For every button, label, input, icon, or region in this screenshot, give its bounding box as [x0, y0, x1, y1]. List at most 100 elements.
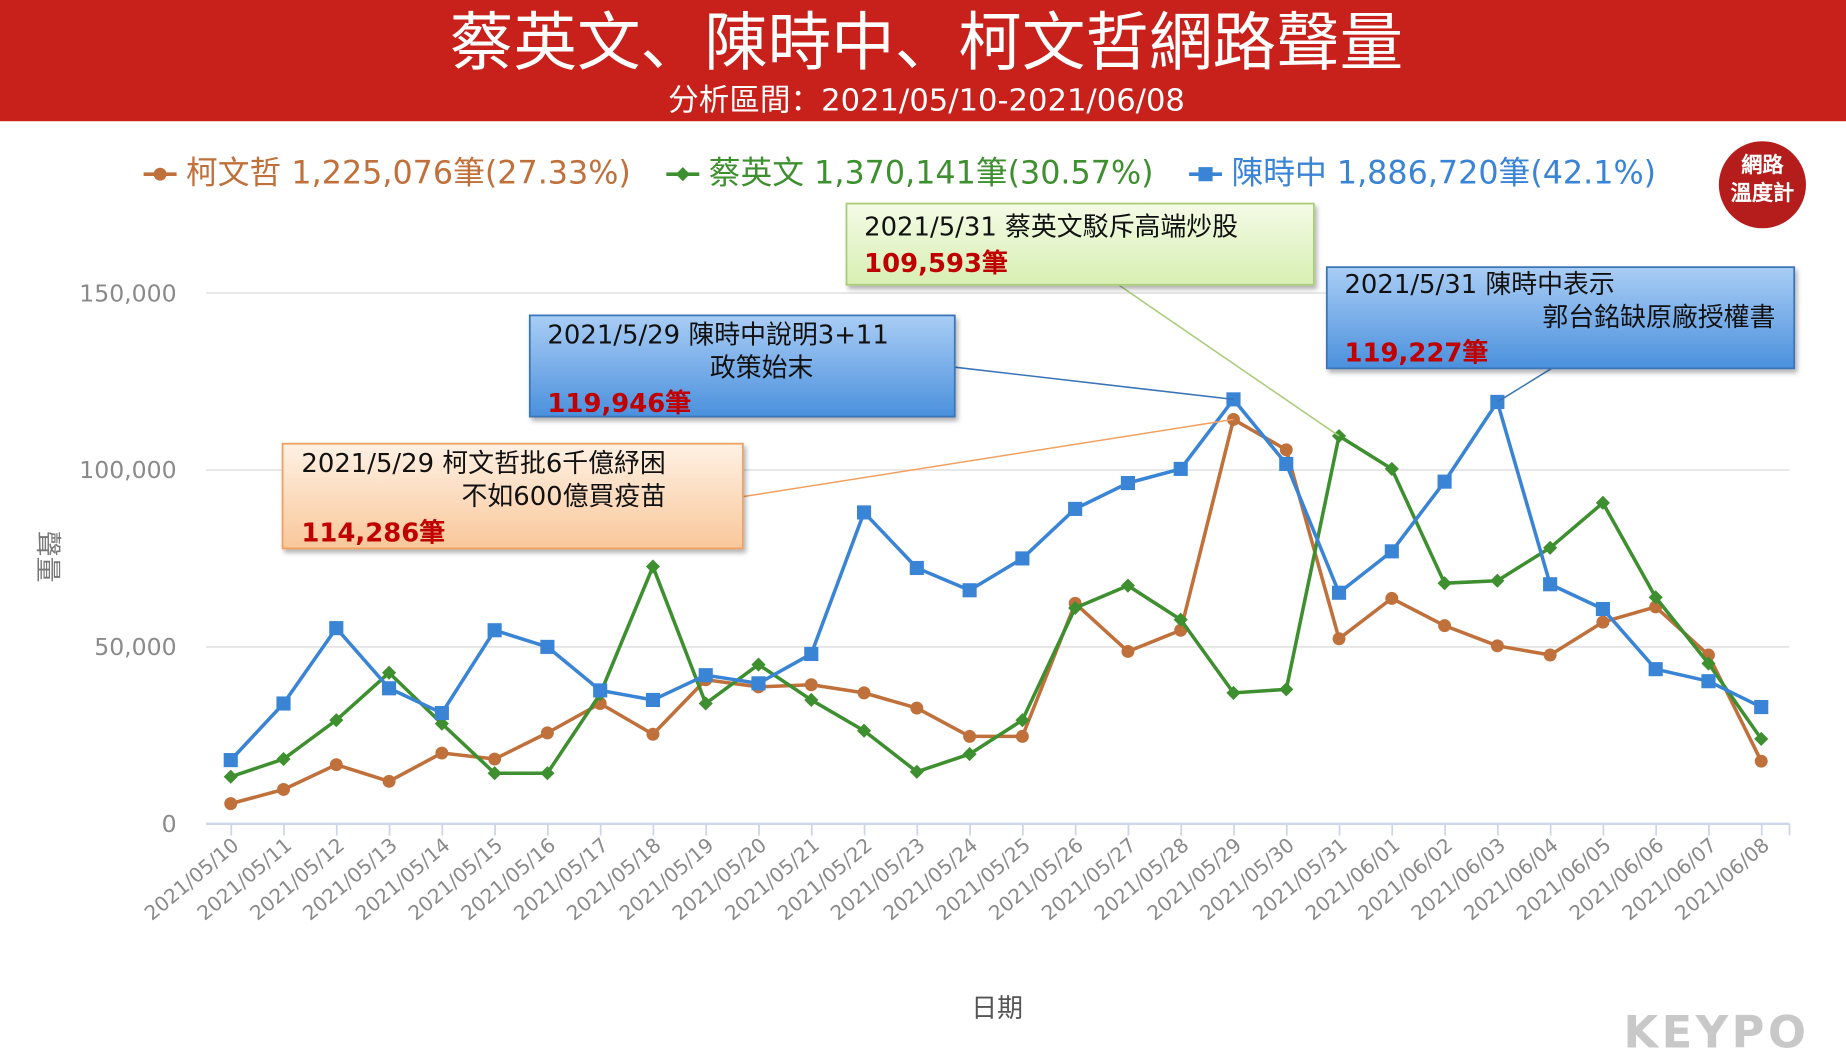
annotation-text: 郭台銘缺原廠授權書 — [1542, 303, 1775, 333]
data-point-chen — [1384, 544, 1399, 559]
annotation-value: 119,227筆 — [1344, 338, 1488, 368]
watermark: KEYPO — [1623, 1005, 1809, 1058]
data-point-chen — [1173, 461, 1188, 476]
legend-item-ko: 柯文哲 1,225,076筆(27.33%) — [143, 156, 631, 192]
data-point-ko — [1121, 645, 1135, 658]
y-tick-label: 150,000 — [79, 279, 176, 307]
data-point-chen — [1543, 577, 1558, 592]
svg-text:溫度計: 溫度計 — [1731, 180, 1795, 205]
annotation-value: 109,593筆 — [864, 249, 1008, 279]
data-point-ko — [910, 701, 924, 715]
data-point-ko — [646, 727, 660, 741]
data-point-tsai — [1384, 461, 1399, 476]
legend-label: 蔡英文 1,370,141筆(30.57%) — [709, 156, 1154, 192]
data-point-ko — [857, 686, 871, 700]
series-line-chen — [229, 397, 1763, 762]
data-point-ko — [1015, 729, 1029, 743]
data-point-ko — [1596, 615, 1610, 629]
annotation-box — [528, 314, 956, 418]
data-point-chen — [276, 696, 291, 711]
annotation-text: 2021/5/31 蔡英文駁斥高端炒股 — [864, 212, 1238, 242]
data-point-chen — [645, 692, 661, 708]
annotation-box — [281, 442, 744, 550]
data-point-chen — [593, 683, 608, 698]
legend: 柯文哲 1,225,076筆(27.33%) 蔡英文 1,370,141筆(30.… — [143, 156, 1656, 192]
data-point-ko — [540, 726, 554, 740]
data-point-tsai — [329, 713, 344, 728]
data-point-ko — [329, 758, 343, 772]
data-point-tsai — [434, 716, 449, 731]
y-axis-label: 聲量 — [32, 531, 62, 583]
data-point-tsai — [1437, 576, 1452, 591]
data-point-chen — [540, 639, 555, 654]
data-point-chen — [856, 505, 872, 520]
data-point-tsai — [1279, 682, 1294, 697]
data-point-chen — [751, 676, 766, 691]
series-line-tsai — [230, 434, 1763, 779]
legend-item-tsai: 蔡英文 1,370,141筆(30.57%) — [666, 156, 1154, 192]
y-tick-label: 0 — [162, 810, 177, 838]
data-point-tsai — [962, 747, 977, 762]
annotation-text: 2021/5/29 柯文哲批6千億紓困 — [301, 449, 665, 479]
data-point-ko — [1332, 632, 1346, 646]
annotation-value: 119,946筆 — [547, 389, 691, 419]
legend-label: 柯文哲 1,225,076筆(27.33%) — [186, 156, 631, 192]
data-point-ko — [1543, 648, 1557, 662]
data-point-chen — [1754, 699, 1769, 715]
annotation-leader-line — [1117, 284, 1340, 437]
data-point-ko — [1438, 619, 1452, 633]
annotation-text: 2021/5/29 陳時中說明3+11 — [547, 321, 888, 351]
data-point-tsai — [645, 559, 661, 574]
data-point-chen — [487, 623, 502, 638]
data-point-ko — [382, 774, 396, 788]
data-point-chen — [804, 646, 819, 662]
data-point-chen — [698, 668, 713, 683]
legend-marker-ko — [153, 167, 167, 181]
data-point-chen — [1279, 456, 1294, 472]
annotation-box — [845, 202, 1315, 286]
data-point-tsai — [487, 766, 502, 781]
data-point-chen — [329, 621, 344, 636]
data-point-ko — [1490, 639, 1504, 653]
data-point-tsai — [804, 692, 819, 708]
data-point-chen — [1015, 551, 1030, 566]
data-point-tsai — [698, 696, 713, 711]
data-point-ko — [963, 729, 977, 743]
chart-subtitle: 分析區間：2021/05/10-2021/06/08 — [668, 84, 1185, 119]
legend-marker-chen — [1198, 167, 1213, 182]
data-point-chen — [223, 753, 238, 768]
annotation-callout: 2021/5/31 蔡英文駁斥高端炒股 109,593筆 — [845, 202, 1340, 437]
data-point-ko — [1279, 443, 1293, 457]
legend-label: 陳時中 1,886,720筆(42.1%) — [1231, 156, 1656, 192]
x-axis-label: 日期 — [971, 994, 1023, 1024]
data-point-chen — [1331, 585, 1347, 600]
data-point-tsai — [382, 665, 397, 680]
data-point-tsai — [1754, 731, 1769, 746]
header-bar — [0, 0, 1846, 122]
data-point-ko — [224, 797, 238, 811]
data-point-chen — [909, 560, 924, 576]
annotation-leader-line — [1496, 367, 1553, 403]
data-point-ko — [804, 678, 818, 692]
svg-text:網路: 網路 — [1741, 152, 1784, 177]
data-point-ko — [488, 752, 502, 766]
data-point-chen — [1437, 474, 1452, 489]
data-point-ko — [1385, 591, 1399, 605]
legend-item-chen: 陳時中 1,886,720筆(42.1%) — [1189, 156, 1656, 192]
annotation-box — [1325, 266, 1796, 370]
data-point-chen — [1490, 394, 1505, 409]
logo: 網路 溫度計 — [1718, 141, 1806, 229]
data-point-chen — [434, 705, 449, 721]
annotation-text: 政策始末 — [710, 354, 814, 384]
data-point-tsai — [540, 766, 555, 781]
plot-area: 050,000100,000150,0002021/05/102021/05/1… — [79, 279, 1791, 925]
chart-title: 蔡英文、陳時中、柯文哲網路聲量 — [450, 6, 1403, 80]
data-point-tsai — [1648, 590, 1663, 605]
data-point-chen — [1595, 601, 1610, 617]
data-point-chen — [1068, 501, 1083, 516]
